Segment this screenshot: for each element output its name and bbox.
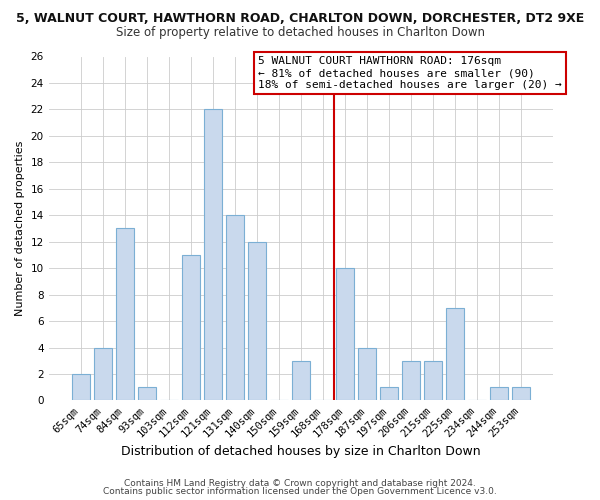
Text: Contains HM Land Registry data © Crown copyright and database right 2024.: Contains HM Land Registry data © Crown c… bbox=[124, 478, 476, 488]
Bar bbox=[292, 361, 310, 401]
Bar bbox=[182, 255, 200, 400]
X-axis label: Distribution of detached houses by size in Charlton Down: Distribution of detached houses by size … bbox=[121, 444, 481, 458]
Bar bbox=[358, 348, 376, 401]
Text: 5, WALNUT COURT, HAWTHORN ROAD, CHARLTON DOWN, DORCHESTER, DT2 9XE: 5, WALNUT COURT, HAWTHORN ROAD, CHARLTON… bbox=[16, 12, 584, 26]
Bar bbox=[424, 361, 442, 401]
Bar bbox=[71, 374, 91, 400]
Bar bbox=[490, 388, 508, 400]
Text: 5 WALNUT COURT HAWTHORN ROAD: 176sqm
← 81% of detached houses are smaller (90)
1: 5 WALNUT COURT HAWTHORN ROAD: 176sqm ← 8… bbox=[258, 56, 562, 90]
Bar bbox=[248, 242, 266, 400]
Text: Contains public sector information licensed under the Open Government Licence v3: Contains public sector information licen… bbox=[103, 487, 497, 496]
Y-axis label: Number of detached properties: Number of detached properties bbox=[15, 141, 25, 316]
Bar bbox=[446, 308, 464, 400]
Bar bbox=[116, 228, 134, 400]
Bar bbox=[226, 216, 244, 400]
Text: Size of property relative to detached houses in Charlton Down: Size of property relative to detached ho… bbox=[115, 26, 485, 39]
Bar bbox=[401, 361, 421, 401]
Bar bbox=[203, 110, 223, 401]
Bar bbox=[94, 348, 112, 401]
Bar bbox=[512, 388, 530, 400]
Bar bbox=[137, 388, 157, 400]
Bar bbox=[335, 268, 355, 400]
Bar bbox=[380, 388, 398, 400]
